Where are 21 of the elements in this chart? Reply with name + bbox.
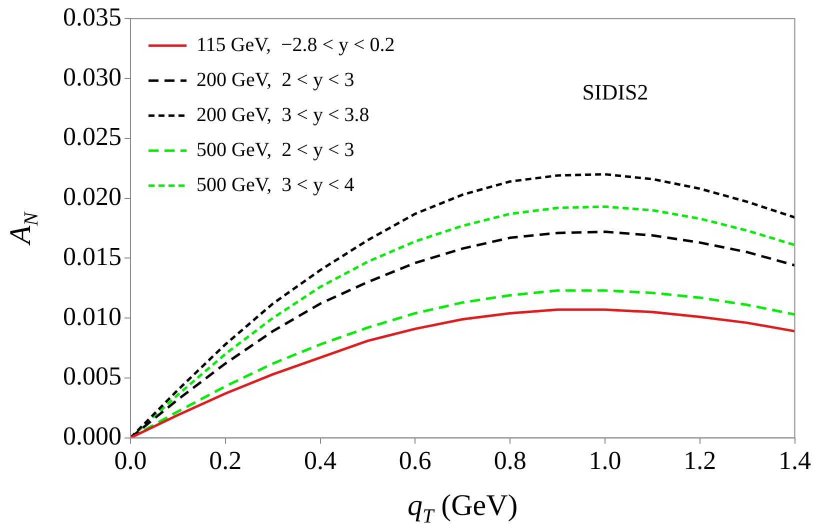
y-tick-label: 0.015 bbox=[63, 242, 122, 271]
x-tick-label: 1.0 bbox=[588, 446, 622, 476]
y-tick-label: 0.005 bbox=[63, 362, 122, 391]
x-tick-label: 0.6 bbox=[398, 446, 432, 476]
legend-label: 500 GeV, 3 < y < 4 bbox=[196, 174, 354, 196]
legend-label: 115 GeV, −2.8 < y < 0.2 bbox=[196, 34, 395, 56]
x-tick-label: 0.2 bbox=[209, 446, 242, 476]
x-tick-label: 0.8 bbox=[494, 446, 526, 476]
y-tick-label: 0.025 bbox=[63, 122, 122, 152]
x-tick-label: 1.4 bbox=[778, 446, 811, 476]
legend-label: 200 GeV, 3 < y < 3.8 bbox=[196, 104, 370, 126]
annotation: SIDIS2 bbox=[582, 79, 648, 104]
y-tick-label: 0.010 bbox=[63, 302, 122, 331]
legend-label: 200 GeV, 2 < y < 3 bbox=[196, 68, 354, 91]
y-tick-label: 0.030 bbox=[63, 62, 122, 92]
y-tick-label: 0.020 bbox=[63, 182, 122, 212]
legend-label: 500 GeV, 2 < y < 3 bbox=[196, 138, 354, 161]
y-tick-label: 0.035 bbox=[63, 2, 122, 32]
x-tick-label: 1.2 bbox=[684, 446, 716, 476]
x-tick-label: 0.4 bbox=[304, 446, 337, 476]
y-axis-title: AN bbox=[4, 210, 42, 246]
